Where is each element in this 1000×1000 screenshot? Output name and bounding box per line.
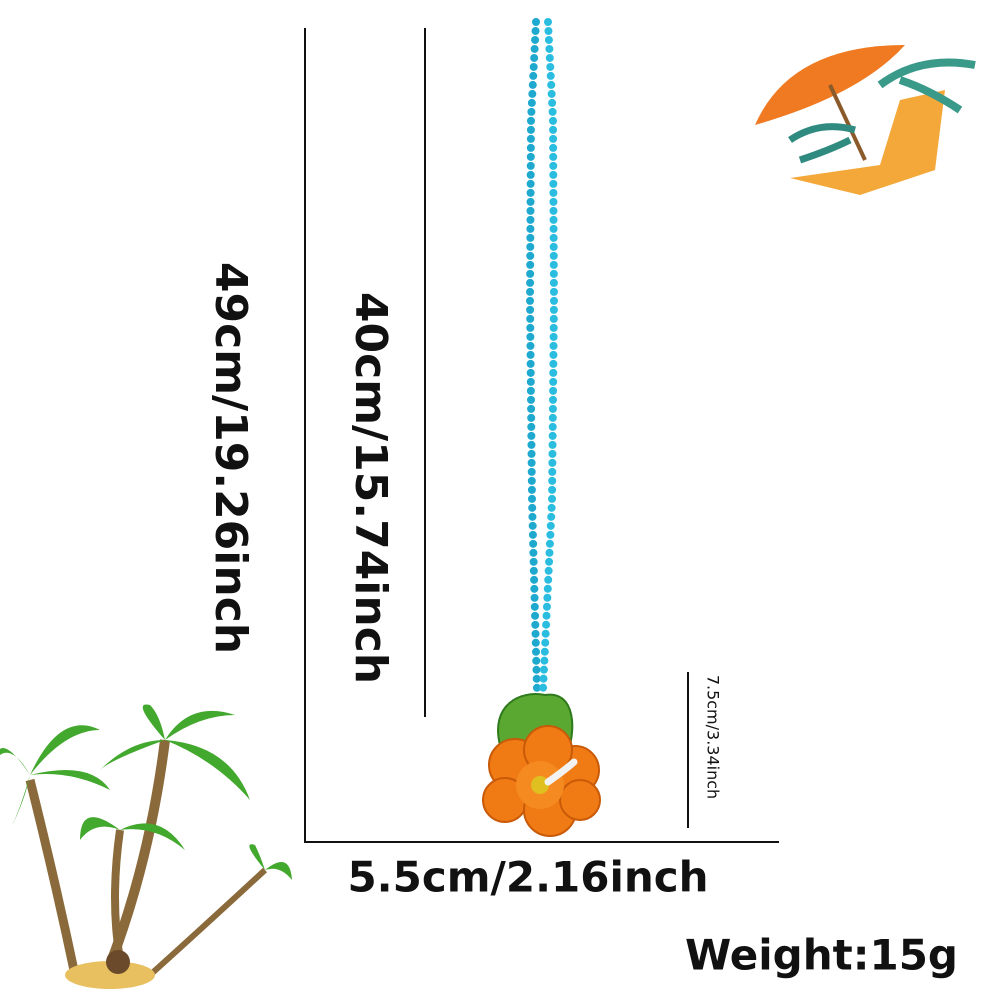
necklace — [482, 18, 601, 837]
pendant-width-label: 5.5cm/2.16inch — [347, 853, 708, 902]
beach-umbrella-decoration — [755, 45, 976, 195]
pendant-height-label: 7.5cm/3.34inch — [704, 675, 723, 799]
weight-label: Weight:15g — [685, 931, 958, 980]
palm-tree-decoration — [0, 704, 292, 989]
chain-length-label: 40cm/15.74inch — [345, 292, 396, 684]
total-length-label: 49cm/19.26inch — [205, 262, 256, 654]
